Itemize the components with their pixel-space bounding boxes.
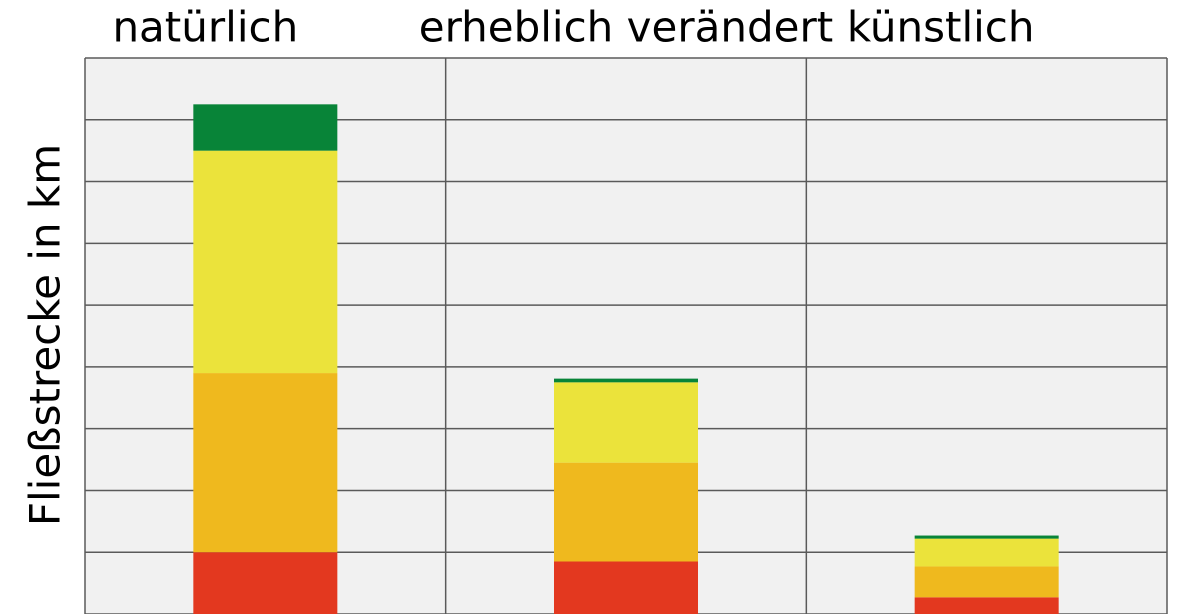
bar-segment <box>554 382 698 463</box>
bar-segment <box>914 535 1059 539</box>
category-label: erheblich verändert <box>419 3 833 52</box>
bar-segment <box>193 104 338 151</box>
bar-segment <box>554 561 698 614</box>
category-label: künstlich <box>847 3 1035 52</box>
bar-segment <box>554 462 698 562</box>
bar-segment <box>193 150 338 374</box>
bar-segment <box>193 373 338 553</box>
bar-segment <box>914 566 1059 598</box>
bar-segment <box>914 538 1059 567</box>
y-axis-label: Fließstrecke in km <box>21 144 70 526</box>
bar-segment <box>914 597 1059 614</box>
bar-segment <box>554 378 698 383</box>
category-label: natürlich <box>112 3 298 52</box>
bar-segment <box>193 552 338 614</box>
